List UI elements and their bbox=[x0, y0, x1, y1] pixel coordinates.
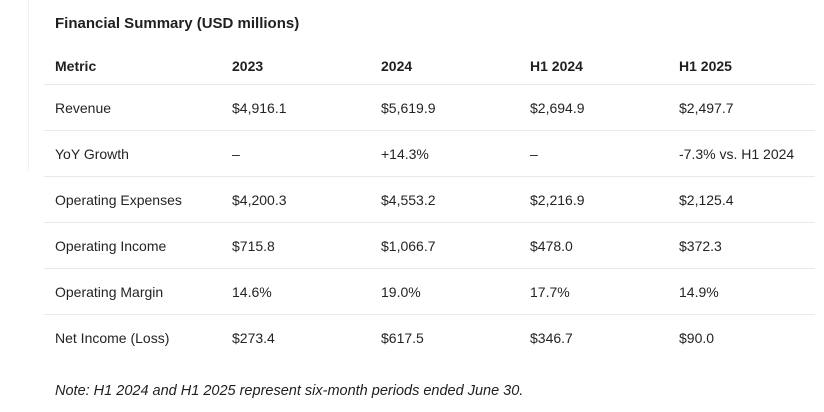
table-row: Operating Expenses $4,200.3 $4,553.2 $2,216… bbox=[44, 176, 815, 223]
table-footnote: Note: H1 2024 and H1 2025 represent six-… bbox=[55, 383, 524, 399]
column-header-h1-2024: H1 2024 bbox=[519, 52, 668, 85]
value-cell: – bbox=[519, 130, 668, 177]
left-edge-divider bbox=[28, 0, 29, 170]
metric-cell: Operating Expenses bbox=[44, 176, 221, 223]
table-row: Operating Income $715.8 $1,066.7 $478.0 $372… bbox=[44, 222, 815, 269]
value-cell: $2,125.4 bbox=[668, 176, 815, 223]
value-cell: $715.8 bbox=[221, 222, 370, 269]
value-cell: $1,066.7 bbox=[370, 222, 519, 269]
metric-cell: YoY Growth bbox=[44, 130, 221, 177]
metric-cell: Operating Margin bbox=[44, 268, 221, 315]
value-cell: +14.3% bbox=[370, 130, 519, 177]
table-row: Operating Margin 14.6% 19.0% 17.7% 14.9% bbox=[44, 268, 815, 315]
value-cell: – bbox=[221, 130, 370, 177]
value-cell: $2,497.7 bbox=[679, 99, 734, 116]
column-header-2024: 2024 bbox=[370, 52, 519, 85]
value-cell: 14.6% bbox=[221, 268, 370, 315]
value-cell: 14.9% bbox=[668, 268, 815, 315]
table-row: YoY Growth – +14.3% – -7.3% vs. H1 2024 bbox=[44, 130, 815, 177]
financial-summary-page: Financial Summary (USD millions) Metric 2… bbox=[44, 15, 815, 399]
value-cell: $5,619.9 bbox=[381, 99, 436, 116]
value-cell: $4,553.2 bbox=[370, 176, 519, 223]
value-cell: $4,916.1 bbox=[232, 99, 287, 116]
value-cell: $2,216.9 bbox=[519, 176, 668, 223]
value-cell: $4,200.3 bbox=[221, 176, 370, 223]
value-cell: -7.3% vs. H1 2024 bbox=[668, 130, 815, 177]
value-cell: $478.0 bbox=[519, 222, 668, 269]
table-row: Revenue $4,916.1 $5,619.9 $2,694.9 $2,497.7 bbox=[44, 85, 815, 131]
value-cell: $2,694.9 bbox=[530, 99, 585, 116]
column-header-metric: Metric bbox=[44, 52, 221, 85]
table-row: Net Income (Loss) $273.4 $617.5 $346.7 $90.0 bbox=[44, 314, 815, 360]
column-header-2023: 2023 bbox=[221, 52, 370, 85]
metric-cell: Operating Income bbox=[44, 222, 221, 269]
page-title: Financial Summary (USD millions) bbox=[55, 15, 300, 32]
metric-cell: Net Income (Loss) bbox=[44, 314, 221, 360]
table-header-row: Metric 2023 2024 H1 2024 H1 2025 bbox=[44, 52, 815, 85]
value-cell: 17.7% bbox=[519, 268, 668, 315]
column-header-h1-2025: H1 2025 bbox=[668, 52, 815, 85]
value-cell: $273.4 bbox=[221, 314, 370, 360]
value-cell: $372.3 bbox=[668, 222, 815, 269]
metric-cell: Revenue bbox=[55, 99, 112, 116]
value-cell: $346.7 bbox=[519, 314, 668, 360]
value-cell: $617.5 bbox=[370, 314, 519, 360]
value-cell: 19.0% bbox=[370, 268, 519, 315]
table-body: Revenue $4,916.1 $5,619.9 $2,694.9 $2,497.7 Y… bbox=[44, 85, 815, 360]
value-cell: $90.0 bbox=[668, 314, 815, 360]
table-head: Metric 2023 2024 H1 2024 H1 2025 bbox=[44, 52, 815, 85]
financial-summary-table: Metric 2023 2024 H1 2024 H1 2025 Revenue $4,9… bbox=[44, 52, 815, 360]
